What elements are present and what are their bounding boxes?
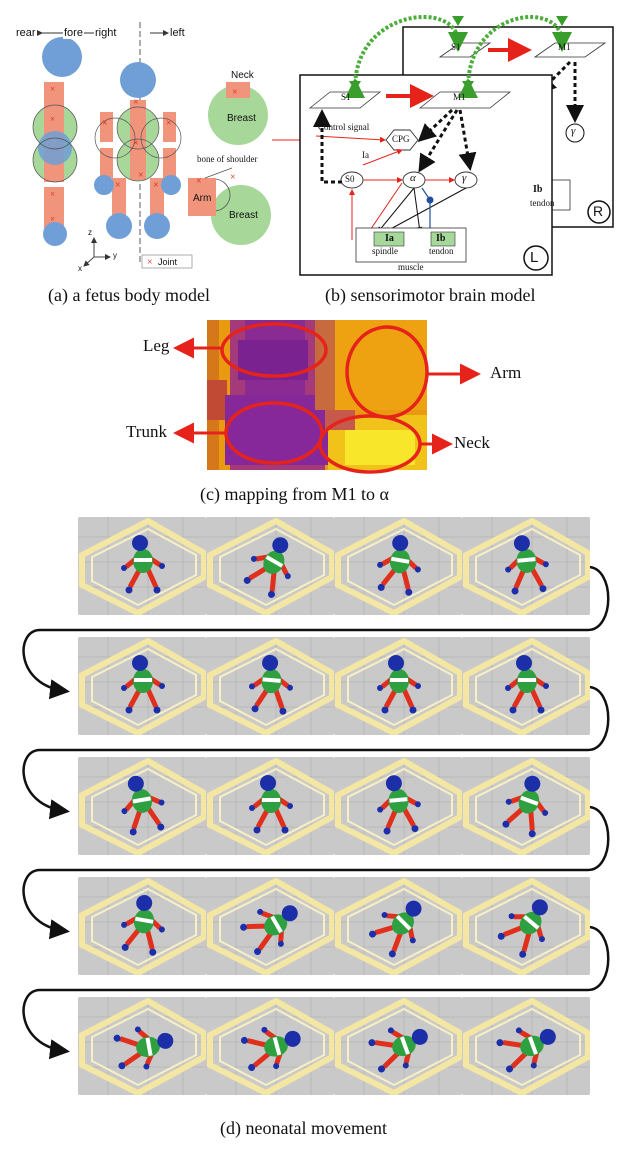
front-view-figure: × × × × × × × xyxy=(94,62,182,239)
left-badge-circle xyxy=(523,245,549,271)
spindle-label: spindle xyxy=(372,246,398,256)
gamma-back-label: γ xyxy=(571,125,576,137)
joint-legend-label: Joint xyxy=(158,257,178,267)
alpha-label: α xyxy=(410,172,416,184)
caption-c: (c) mapping from M1 to α xyxy=(200,484,389,504)
panel-c-m1-alpha-map: Leg Arm Trunk Neck xyxy=(126,320,521,480)
arm-label: Arm xyxy=(490,363,522,382)
joint-legend-box xyxy=(141,254,193,269)
svg-text:×: × xyxy=(115,180,121,191)
movement-frame xyxy=(78,757,206,855)
brain-model-diagram xyxy=(299,15,614,276)
movement-frame xyxy=(206,757,334,855)
axis-y-label: y xyxy=(113,251,117,260)
s1-back-label: S1 xyxy=(451,42,461,52)
neck-label: Neck xyxy=(454,433,490,452)
svg-text:×: × xyxy=(102,118,108,129)
movement-frame xyxy=(462,877,590,975)
leg-label: Leg xyxy=(143,336,170,355)
movement-frame xyxy=(206,997,334,1095)
movement-frame xyxy=(78,637,206,735)
movement-frame xyxy=(334,997,462,1095)
svg-text:×: × xyxy=(50,114,55,124)
axis-z-label: z xyxy=(88,228,92,237)
m1-back-label: M1 xyxy=(558,42,571,52)
svg-text:×: × xyxy=(133,138,139,149)
gamma-front-label: γ xyxy=(462,172,467,184)
svg-text:×: × xyxy=(232,87,238,98)
breast-top-label: Breast xyxy=(227,113,256,124)
s1-link-arc xyxy=(344,15,468,99)
movement-frame xyxy=(334,517,462,615)
m1-front-label: M1 xyxy=(453,92,466,102)
movement-frame xyxy=(206,877,334,975)
movement-frame xyxy=(462,637,590,735)
breast-bottom-label: Breast xyxy=(229,210,258,221)
ib-back-label: Ib xyxy=(533,184,543,195)
svg-text:×: × xyxy=(230,172,236,183)
movement-frame xyxy=(78,517,206,615)
right-badge-label: R xyxy=(593,203,604,219)
arm-breast-part: × × xyxy=(188,167,271,245)
ia-box xyxy=(373,231,405,247)
muscle-label: muscle xyxy=(398,262,424,272)
movement-frame xyxy=(462,757,590,855)
caption-d: (d) neonatal movement xyxy=(220,1118,387,1138)
ib-box-front xyxy=(430,231,456,247)
m1-link-arc xyxy=(457,15,572,99)
panel-d-neonatal-movement xyxy=(0,515,626,1115)
tendon-front-label: tendon xyxy=(429,246,454,256)
movement-frame xyxy=(334,877,462,975)
cpg-label: CPG xyxy=(392,134,410,144)
svg-text:×: × xyxy=(50,214,55,224)
neck-label: Neck xyxy=(231,70,254,81)
svg-text:×: × xyxy=(196,176,202,187)
movement-frame xyxy=(78,877,206,975)
fetus-body-figure: ×××× ××× ×× ×× xyxy=(32,22,271,269)
axis-triad xyxy=(83,237,111,267)
caption-b: (b) sensorimotor brain model xyxy=(325,285,536,305)
side-view-figure: × × × × xyxy=(32,37,82,246)
movement-frame xyxy=(462,997,590,1095)
s0-label: S0 xyxy=(345,174,355,184)
svg-text:×: × xyxy=(153,180,159,191)
movement-frame xyxy=(206,517,334,615)
axis-x-label: x xyxy=(78,264,82,273)
control-signal-label: Control signal xyxy=(318,122,370,132)
rear-label: rear xyxy=(16,27,36,39)
bone-of-shoulder-label: bone of shoulder xyxy=(197,154,258,164)
ib-front-label: Ib xyxy=(436,233,446,244)
joint-legend-mark: × xyxy=(147,257,153,268)
fore-label: fore xyxy=(63,27,84,39)
movement-frame xyxy=(462,517,590,615)
trunk-label: Trunk xyxy=(126,422,167,441)
svg-text:×: × xyxy=(50,84,55,94)
panel-a-fetus-body-model: × × × × × × × × × × × xyxy=(0,0,290,285)
left-badge-label: L xyxy=(530,249,539,266)
movement-frame xyxy=(78,997,206,1095)
movement-frame xyxy=(334,757,462,855)
caption-a: (a) a fetus body model xyxy=(48,285,210,305)
svg-text:×: × xyxy=(138,170,144,181)
serpentine-connector xyxy=(22,565,610,1060)
panel-b-brain-model: S1 M1 S1 M1 Control signal CPG Ia S0 α γ… xyxy=(290,0,626,285)
s1-front-label: S1 xyxy=(341,92,351,102)
ia-box-label: Ia xyxy=(385,233,394,244)
tendon-back-label: tendon xyxy=(530,198,555,208)
left-label: left xyxy=(170,27,185,39)
right-label: right xyxy=(94,27,118,39)
svg-text:×: × xyxy=(50,189,55,199)
heatmap-figure xyxy=(173,320,481,474)
svg-text:×: × xyxy=(133,97,139,108)
movement-frame xyxy=(334,637,462,735)
right-badge-circle xyxy=(587,200,611,224)
neck-breast-part: × xyxy=(208,82,268,145)
svg-text:×: × xyxy=(166,118,172,129)
leg-region xyxy=(220,322,328,378)
movement-frame xyxy=(206,637,334,735)
arm-label: Arm xyxy=(193,193,212,204)
ia-link-label: Ia xyxy=(362,150,369,160)
